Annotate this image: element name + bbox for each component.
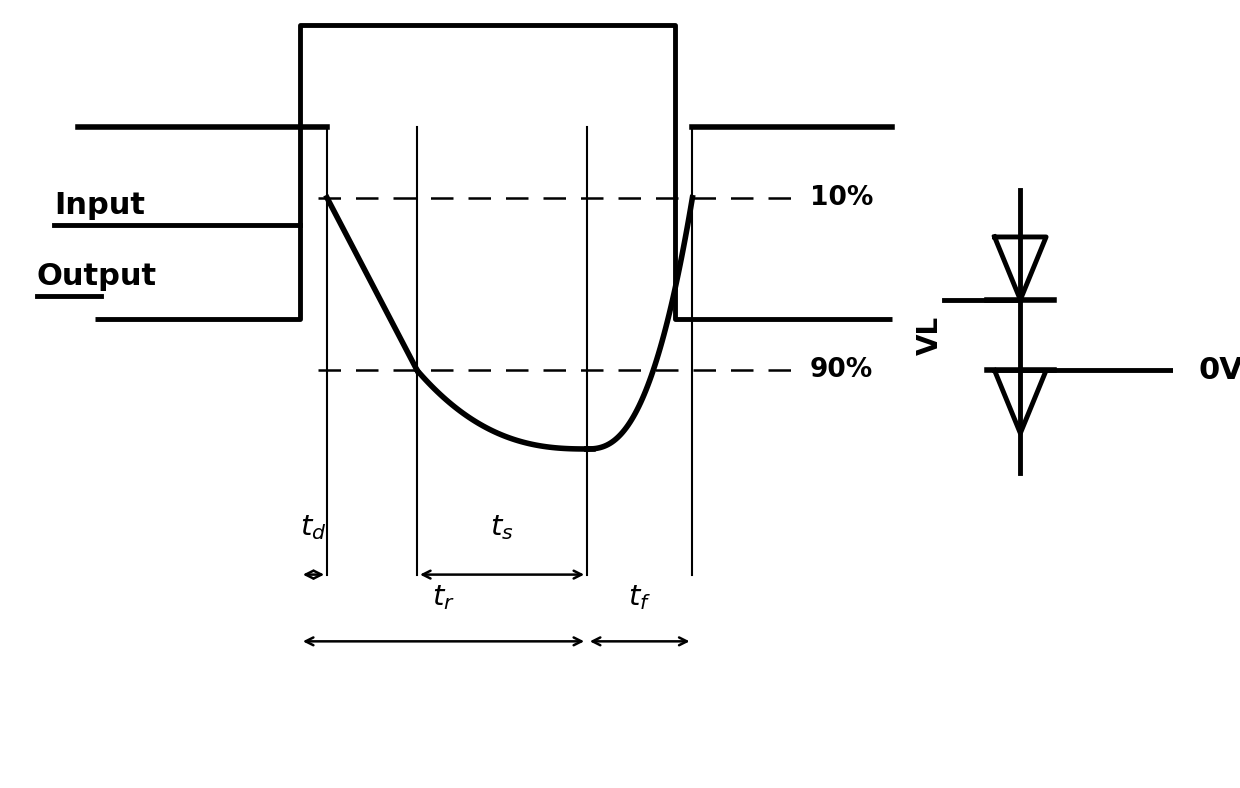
Text: $t_d$: $t_d$	[300, 513, 327, 541]
Text: $t_r$: $t_r$	[432, 582, 455, 611]
Text: 90%: 90%	[810, 358, 873, 384]
Text: 10%: 10%	[810, 184, 873, 210]
Text: Output: Output	[36, 262, 156, 291]
Text: Input: Input	[55, 191, 145, 220]
Text: VL: VL	[916, 315, 944, 355]
Text: 0V: 0V	[1198, 356, 1240, 385]
Text: $t_s$: $t_s$	[490, 513, 513, 541]
Text: $t_f$: $t_f$	[629, 582, 651, 611]
